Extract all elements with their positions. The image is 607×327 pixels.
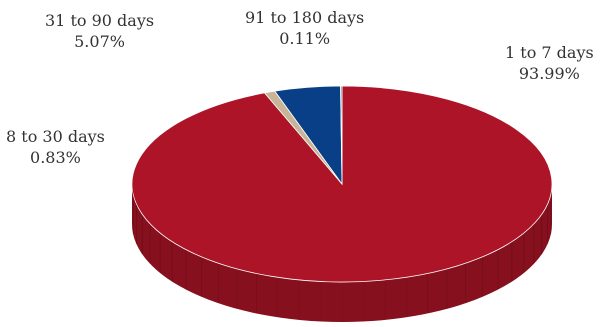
slice-percent: 5.07% bbox=[74, 32, 125, 51]
slice-percent: 93.99% bbox=[518, 64, 580, 83]
slice-label-91-to-180-days: 91 to 180 days 0.11% bbox=[245, 7, 364, 49]
slice-name: 91 to 180 days bbox=[245, 8, 365, 27]
pie-side-shading bbox=[132, 194, 552, 322]
slice-label-1-to-7-days: 1 to 7 days 93.99% bbox=[505, 42, 594, 84]
slice-label-8-to-30-days: 8 to 30 days 0.83% bbox=[6, 126, 105, 168]
slice-label-31-to-90-days: 31 to 90 days 5.07% bbox=[45, 10, 154, 52]
slice-percent: 0.11% bbox=[279, 29, 331, 48]
slice-name: 8 to 30 days bbox=[6, 127, 105, 146]
pie-side-walls bbox=[132, 184, 552, 322]
slice-name: 1 to 7 days bbox=[505, 43, 594, 62]
slice-percent: 0.83% bbox=[30, 148, 81, 167]
pie-side-1-to-7-days bbox=[132, 184, 552, 322]
pie-slice-91-to-180-days bbox=[340, 85, 343, 185]
pie-top bbox=[131, 85, 553, 283]
slice-name: 31 to 90 days bbox=[45, 11, 155, 30]
